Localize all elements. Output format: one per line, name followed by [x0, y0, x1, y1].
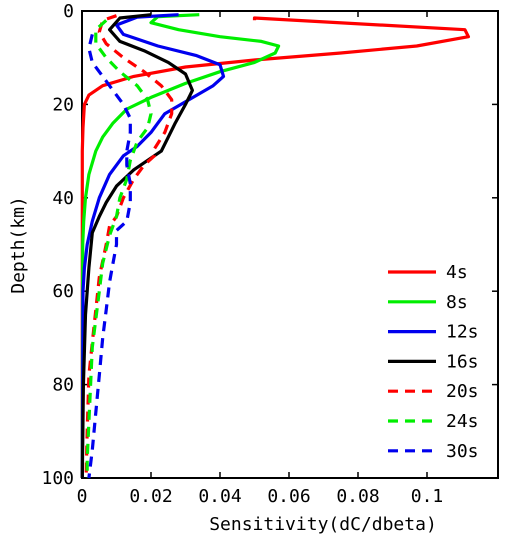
y-tick-label: 20 [52, 94, 74, 115]
series-line-20s [84, 14, 174, 479]
x-tick-label: 0.1 [411, 486, 444, 507]
legend-label-4s: 4s [446, 262, 468, 283]
y-tick-label: 60 [52, 281, 74, 302]
y-tick-label: 0 [63, 1, 74, 22]
series-line-16s [80, 13, 194, 479]
legend-label-16s: 16s [446, 351, 479, 372]
series-line-24s [85, 19, 153, 478]
series-line-30s [87, 34, 132, 479]
x-tick-label: 0.02 [129, 486, 172, 507]
y-tick-label: 100 [41, 468, 74, 489]
legend-label-12s: 12s [446, 322, 479, 343]
x-tick-label: 0 [77, 486, 88, 507]
x-tick-label: 0.06 [267, 486, 310, 507]
legend-label-8s: 8s [446, 292, 468, 313]
x-axis: 0 0.02 0.04 0.06 0.08 0.1 [77, 11, 444, 507]
y-axis-title: Depth(km) [8, 196, 29, 294]
series-line-8s [80, 13, 281, 479]
legend-label-20s: 20s [446, 381, 479, 402]
y-tick-label: 80 [52, 375, 74, 396]
y-tick-label: 40 [52, 188, 74, 209]
y-axis: 0 20 40 60 80 100 [41, 1, 498, 489]
plot-frame [81, 10, 499, 479]
legend: 4s 8s 12s 16s 20s 24s 30s [388, 262, 479, 462]
legend-label-24s: 24s [446, 411, 479, 432]
series-line-12s [80, 13, 226, 479]
series-line-4s [80, 16, 470, 478]
legend-label-30s: 30s [446, 441, 479, 462]
x-axis-title: Sensitivity(dC/dbeta) [209, 514, 437, 535]
series-layer [80, 13, 470, 479]
x-tick-label: 0.08 [336, 486, 379, 507]
x-tick-label: 0.04 [198, 486, 241, 507]
